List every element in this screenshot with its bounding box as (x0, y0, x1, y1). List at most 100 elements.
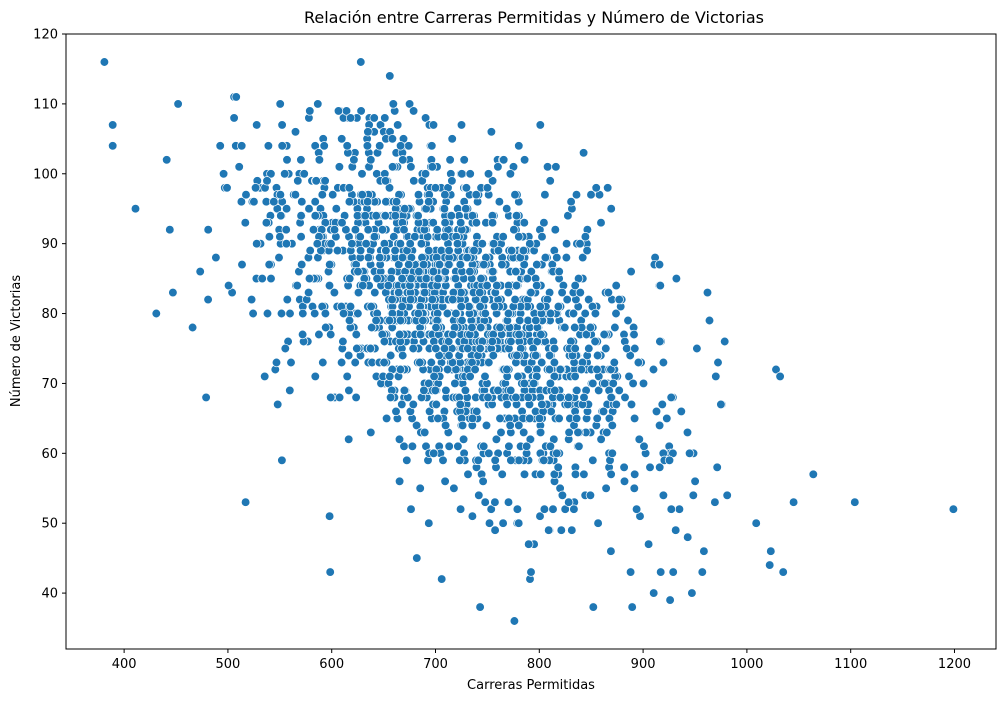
data-point (375, 252, 385, 263)
chart-title: Relación entre Carreras Permitidas y Núm… (304, 8, 764, 27)
data-point (688, 490, 698, 500)
data-point (445, 155, 455, 165)
data-point (505, 420, 515, 431)
data-point (570, 322, 580, 333)
data-point (676, 406, 686, 417)
data-point (545, 378, 556, 389)
data-point (276, 211, 286, 221)
data-point (535, 120, 545, 130)
data-point (711, 371, 721, 382)
data-point (484, 357, 494, 368)
data-point (356, 106, 366, 116)
data-point (381, 413, 392, 424)
data-point (607, 420, 617, 431)
data-point (344, 183, 354, 193)
data-point (296, 232, 306, 242)
data-point (281, 239, 292, 249)
data-point (529, 378, 539, 389)
data-point (611, 399, 621, 410)
data-point (229, 113, 239, 123)
data-point (444, 245, 454, 256)
data-point (510, 294, 520, 305)
data-point (666, 392, 676, 403)
data-point (475, 301, 485, 312)
data-point (592, 413, 602, 424)
data-point (406, 162, 416, 172)
data-point (588, 378, 598, 389)
data-point (151, 308, 161, 319)
data-point (766, 546, 776, 556)
data-point (570, 280, 580, 291)
data-point (237, 259, 247, 270)
data-point (469, 245, 479, 256)
data-point (690, 476, 700, 486)
data-point (457, 420, 468, 431)
data-point (317, 190, 327, 200)
data-point (511, 266, 521, 277)
data-point (319, 141, 329, 151)
data-point (567, 525, 577, 535)
data-point (551, 162, 561, 172)
data-point (455, 504, 466, 514)
data-point (654, 259, 665, 270)
data-point (474, 490, 484, 500)
data-point (484, 448, 494, 458)
data-point (165, 225, 175, 235)
data-point (490, 525, 500, 535)
data-point (305, 245, 315, 256)
data-point (410, 232, 420, 242)
data-point (357, 169, 367, 179)
data-point (380, 176, 391, 186)
data-point (420, 287, 430, 298)
data-point (525, 413, 535, 424)
data-point (357, 190, 367, 200)
data-point (395, 239, 406, 249)
data-point (579, 392, 589, 403)
data-point (399, 225, 409, 235)
data-point (377, 225, 388, 235)
data-point (722, 490, 732, 500)
data-point (490, 455, 500, 465)
data-point (569, 504, 579, 514)
data-point (467, 322, 477, 333)
data-point (269, 197, 279, 207)
data-point (431, 399, 441, 410)
data-point (510, 190, 520, 200)
data-point (365, 343, 376, 354)
data-point (765, 560, 775, 570)
data-point (537, 232, 547, 242)
data-point (452, 239, 463, 249)
data-point (203, 225, 213, 235)
data-point (487, 218, 498, 228)
data-point (427, 162, 437, 172)
data-point (385, 71, 395, 81)
data-point (549, 343, 560, 354)
data-point (503, 287, 513, 298)
data-point (299, 169, 309, 179)
data-point (130, 204, 141, 214)
data-point (476, 322, 486, 333)
data-point (553, 301, 564, 312)
data-point (440, 420, 451, 431)
data-point (379, 357, 389, 368)
data-point (303, 287, 314, 298)
data-point (545, 441, 556, 451)
data-point (450, 273, 461, 284)
data-point (413, 308, 423, 319)
x-tick-label: 600 (319, 657, 344, 672)
data-point (420, 113, 431, 123)
data-point (275, 190, 286, 200)
data-point (437, 574, 447, 584)
data-point (519, 378, 529, 389)
data-point (519, 218, 529, 228)
data-point (608, 378, 618, 389)
data-point (713, 357, 723, 368)
data-point (506, 336, 516, 347)
data-point (465, 169, 475, 179)
data-point (450, 378, 460, 389)
data-point (487, 176, 498, 186)
data-point (585, 322, 596, 333)
data-point (584, 343, 594, 354)
data-point (588, 602, 598, 612)
